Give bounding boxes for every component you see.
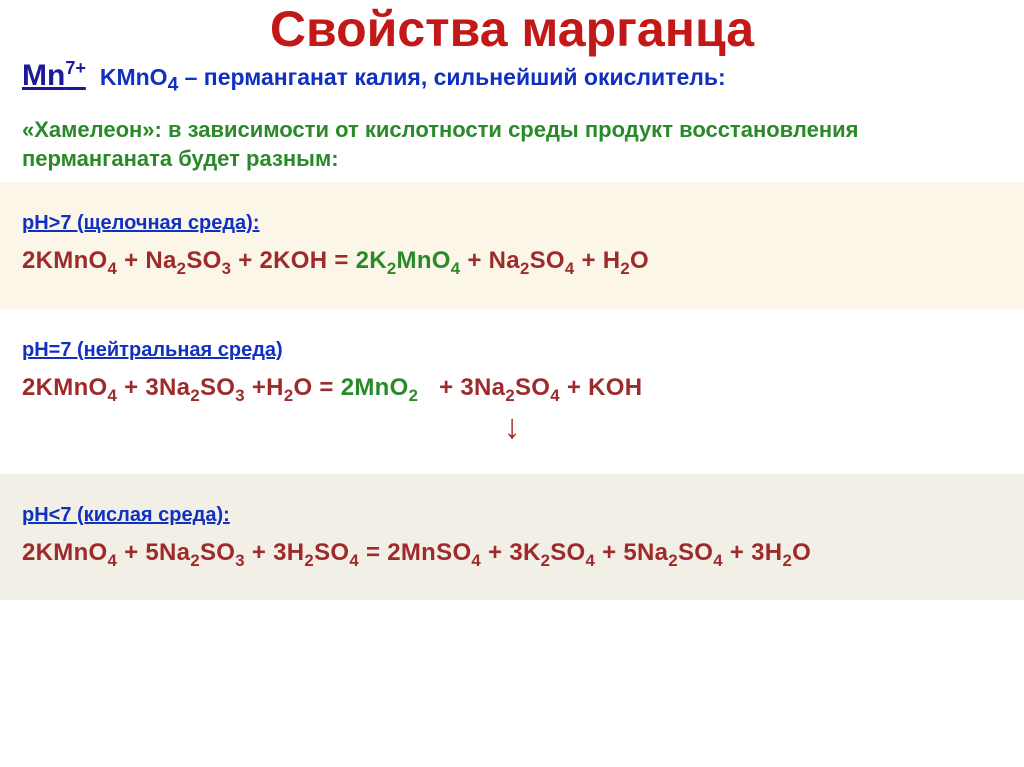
eq-left: 2KMnO4 + 3Na2SO3 +H2O = (22, 374, 341, 401)
page-title: Свойства марганца (0, 0, 1024, 58)
equation: 2KMnO4 + 5Na2SO3 + 3H2SO4 = 2MnSO4 + 3K2… (22, 539, 1002, 571)
section-label: pH<7 (кислая среда): (22, 504, 1002, 527)
equation: 2KMnO4 + 3Na2SO3 +H2O = 2MnO2 + 3Na2SO4 … (22, 374, 1002, 406)
intro-row: Mn7+ KMnO4 – перманганат калия, сильнейш… (0, 58, 1024, 97)
mn-label: Mn7+ (22, 58, 86, 93)
section-label: pH=7 (нейтральная среда) (22, 339, 1002, 362)
section-label: pH>7 (щелочная среда): (22, 212, 1002, 235)
eq-product: 2MnO2 (341, 374, 419, 401)
section-alkaline: pH>7 (щелочная среда): 2KMnO4 + Na2SO3 +… (0, 182, 1024, 309)
equation: 2KMnO4 + Na2SO3 + 2KOH = 2K2MnO4 + Na2SO… (22, 247, 1002, 279)
section-neutral: pH=7 (нейтральная среда) 2KMnO4 + 3Na2SO… (0, 309, 1024, 474)
down-arrow-icon: ↓ (22, 410, 1002, 444)
description: «Хамелеон»: в зависимости от кислотности… (0, 97, 1024, 182)
eq-product: 2K2MnO4 (356, 247, 461, 274)
eq-left: 2KMnO4 + 5Na2SO3 + 3H2SO4 = 2MnSO4 + 3K2… (22, 539, 811, 566)
eq-right: + Na2SO4 + H2O (460, 247, 649, 274)
eq-right: + 3Na2SO4 + KOH (418, 374, 642, 401)
subtitle: KMnO4 – перманганат калия, сильнейший ок… (100, 64, 726, 97)
eq-left: 2KMnO4 + Na2SO3 + 2KOH = (22, 247, 356, 274)
section-acidic: pH<7 (кислая среда): 2KMnO4 + 5Na2SO3 + … (0, 474, 1024, 601)
